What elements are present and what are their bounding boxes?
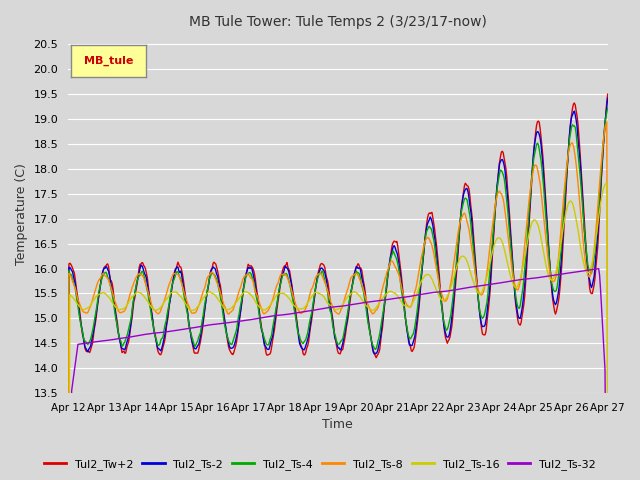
Legend: Tul2_Tw+2, Tul2_Ts-2, Tul2_Ts-4, Tul2_Ts-8, Tul2_Ts-16, Tul2_Ts-32: Tul2_Tw+2, Tul2_Ts-2, Tul2_Ts-4, Tul2_Ts… [40, 455, 600, 474]
X-axis label: Time: Time [323, 419, 353, 432]
Y-axis label: Temperature (C): Temperature (C) [15, 163, 28, 264]
Title: MB Tule Tower: Tule Temps 2 (3/23/17-now): MB Tule Tower: Tule Temps 2 (3/23/17-now… [189, 15, 487, 29]
